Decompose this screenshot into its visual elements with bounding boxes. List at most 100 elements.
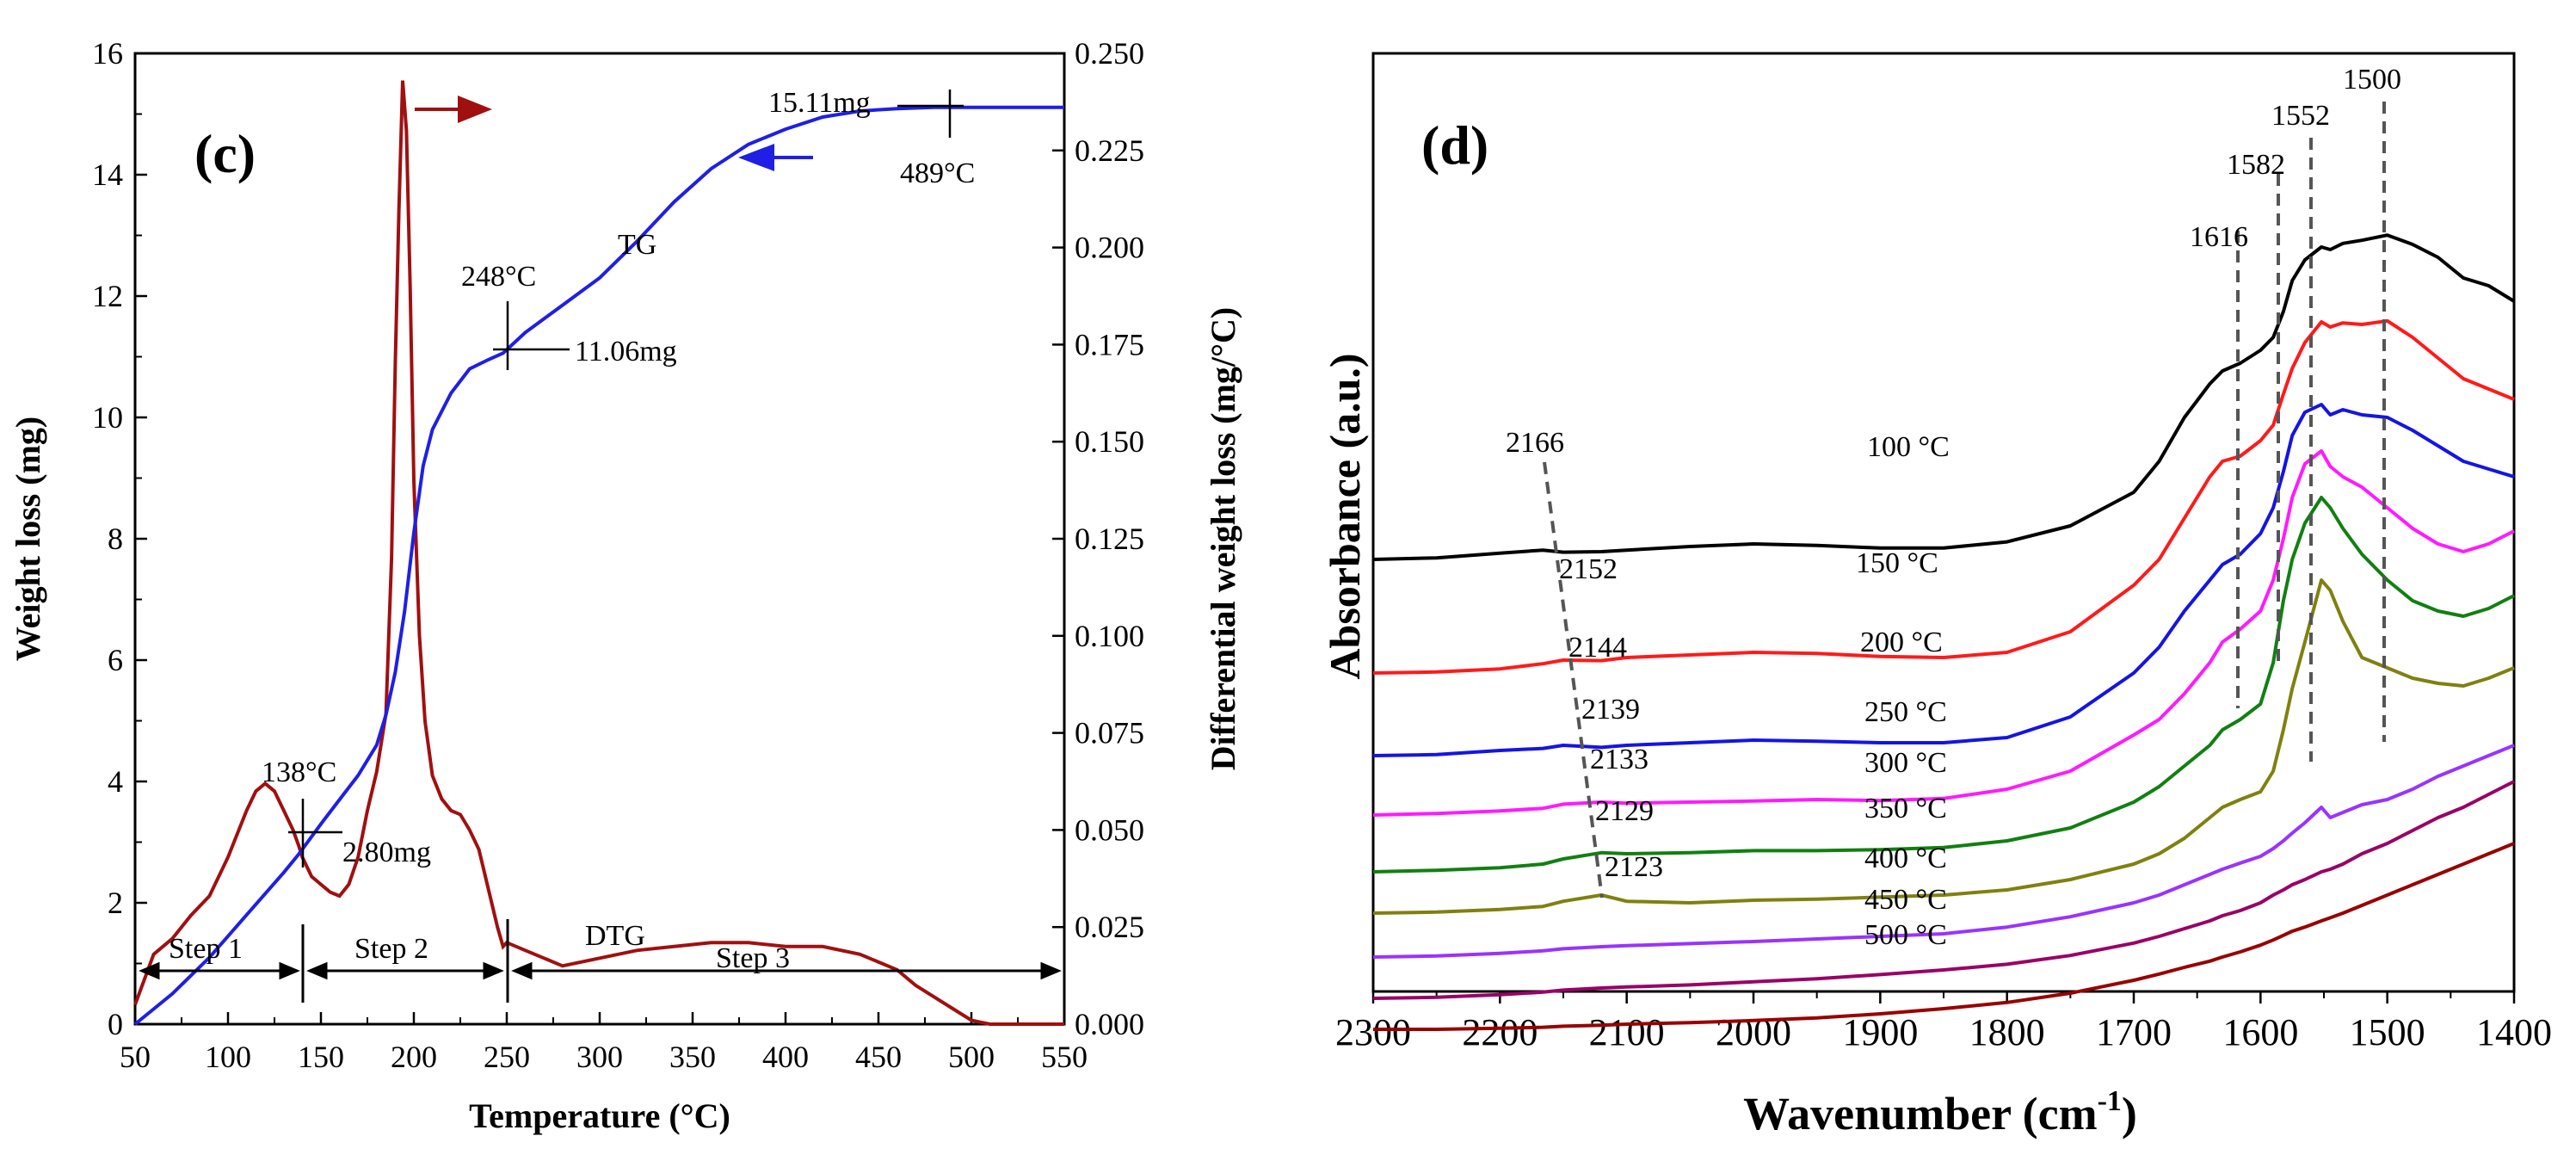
d-x-tick-label: 1500 bbox=[2350, 1011, 2425, 1053]
step3-label: Step 3 bbox=[716, 942, 790, 974]
panel-c-y-right-ticks: 0.000 0.025 0.050 0.075 0.100 0.125 0.150 0.175… bbox=[1052, 36, 1144, 1041]
tg-series-line bbox=[133, 105, 1064, 1026]
temp-label-250: 250 °C bbox=[1864, 696, 1947, 728]
panel-c-y-right-title: Differential weight loss (mg/°C) bbox=[1204, 307, 1242, 771]
dtg-series-line bbox=[133, 80, 1064, 1026]
band-label-1616: 1616 bbox=[2190, 221, 2248, 253]
spectrum-line-150c bbox=[1372, 318, 2515, 675]
c-yr-tick-label: 0.100 bbox=[1075, 619, 1144, 653]
d-x-tick-label: 1400 bbox=[2476, 1011, 2552, 1053]
c-yl-tick-label: 0 bbox=[108, 1007, 123, 1041]
annotation-11-06mg: 11.06mg bbox=[575, 336, 677, 367]
tg-label: TG bbox=[618, 229, 656, 261]
dtg-axis-arrow bbox=[415, 96, 492, 123]
annotation-248c: 248°C bbox=[461, 261, 536, 293]
panel-c-x-axis-title: Temperature (°C) bbox=[469, 1096, 730, 1135]
c-x-tick-label: 350 bbox=[669, 1040, 716, 1074]
tg-axis-arrow bbox=[738, 144, 813, 171]
d-x-tick-label: 2200 bbox=[1462, 1011, 1538, 1053]
c-x-tick-label: 250 bbox=[484, 1040, 530, 1074]
d-x-tick-label: 1700 bbox=[2096, 1011, 2172, 1053]
peak-guide-lines bbox=[1543, 102, 2386, 899]
peak-label-2129: 2129 bbox=[1595, 795, 1654, 827]
c-yl-tick-label: 6 bbox=[108, 643, 123, 677]
panel-d: 2300 2200 2100 2000 1900 1800 1700 1600 1500 1400… bbox=[1321, 52, 2552, 1139]
c-yr-tick-label: 0.250 bbox=[1075, 36, 1144, 71]
temp-label-100: 100 °C bbox=[1867, 431, 1950, 463]
annotation-489c: 489°C bbox=[900, 157, 975, 189]
c-yr-tick-label: 0.200 bbox=[1075, 231, 1144, 265]
annotation-138c: 138°C bbox=[262, 757, 336, 788]
band-label-1552: 1552 bbox=[2271, 100, 2330, 132]
temp-label-150: 150 °C bbox=[1856, 547, 1938, 579]
c-yr-tick-label: 0.000 bbox=[1075, 1007, 1144, 1041]
c-yl-tick-label: 2 bbox=[108, 886, 123, 920]
ir-spectra bbox=[1372, 233, 2516, 1031]
temp-label-300: 300 °C bbox=[1864, 747, 1947, 779]
panel-c-x-ticks: 50 100 150 200 250 300 350 400 450 500 550 bbox=[120, 1012, 1088, 1074]
c-yr-tick-label: 0.075 bbox=[1075, 716, 1144, 750]
c-yl-tick-label: 14 bbox=[92, 157, 123, 192]
spectrum-line-250c bbox=[1372, 449, 2515, 817]
spectrum-line-100c bbox=[1372, 233, 2516, 561]
step2-label: Step 2 bbox=[354, 933, 428, 965]
c-x-tick-label: 200 bbox=[391, 1040, 437, 1074]
band-label-1500: 1500 bbox=[2343, 64, 2401, 96]
peak-label-2152: 2152 bbox=[1559, 553, 1618, 585]
c-yl-tick-label: 16 bbox=[92, 36, 123, 71]
temp-label-200: 200 °C bbox=[1860, 627, 1943, 658]
c-yl-tick-label: 10 bbox=[92, 400, 123, 435]
d-x-tick-label: 1600 bbox=[2222, 1011, 2298, 1053]
c-x-tick-label: 50 bbox=[120, 1040, 151, 1074]
peak-label-2133: 2133 bbox=[1590, 744, 1649, 775]
step-arrows bbox=[139, 961, 1062, 980]
spectrum-line-350c bbox=[1372, 578, 2515, 915]
c-yl-tick-label: 12 bbox=[92, 279, 123, 313]
c-yl-tick-label: 4 bbox=[108, 764, 123, 799]
x-axis-title-main: Wavenumber (cm bbox=[1743, 1088, 2097, 1139]
annotation-15-11mg: 15.11mg bbox=[768, 87, 871, 119]
c-yr-tick-label: 0.125 bbox=[1075, 522, 1144, 556]
peak-label-2139: 2139 bbox=[1581, 694, 1640, 726]
c-yr-tick-label: 0.225 bbox=[1075, 133, 1144, 168]
guide-co-shift bbox=[1543, 461, 1604, 899]
c-yr-tick-label: 0.150 bbox=[1075, 424, 1144, 459]
spectrum-line-450c bbox=[1372, 780, 2515, 1000]
spectrum-line-500c bbox=[1373, 842, 2515, 1031]
c-yl-tick-label: 8 bbox=[108, 522, 123, 556]
temp-label-350: 350 °C bbox=[1864, 793, 1947, 824]
panel-c-y-left-title: Weight loss (mg) bbox=[9, 417, 47, 661]
d-x-tick-label: 1900 bbox=[1842, 1011, 1918, 1053]
c-x-tick-label: 550 bbox=[1041, 1040, 1088, 1074]
step1-label: Step 1 bbox=[169, 933, 243, 965]
tg-point-markers bbox=[288, 90, 964, 868]
spectrum-line-400c bbox=[1372, 744, 2515, 959]
panel-d-y-axis-title: Absorbance (a.u.) bbox=[1321, 353, 1369, 679]
c-yr-tick-label: 0.025 bbox=[1075, 910, 1144, 944]
peak-label-2144: 2144 bbox=[1568, 632, 1627, 664]
annotation-2-80mg: 2.80mg bbox=[342, 837, 431, 868]
dtg-label: DTG bbox=[585, 920, 645, 952]
x-axis-title-sup: -1 bbox=[2098, 1085, 2122, 1117]
panel-c: 50 100 150 200 250 300 350 400 450 500 550 0 2 4 6 8 10… bbox=[9, 36, 1242, 1135]
d-x-tick-label: 2000 bbox=[1716, 1011, 1791, 1053]
spectrum-line-200c bbox=[1372, 403, 2515, 757]
panel-c-y-left-ticks: 0 2 4 6 8 10 12 14 16 bbox=[92, 36, 147, 1041]
panel-d-x-axis-title: Wavenumber (cm-1) bbox=[1743, 1085, 2137, 1139]
c-x-tick-label: 450 bbox=[855, 1040, 902, 1074]
d-x-tick-label: 2100 bbox=[1589, 1011, 1665, 1053]
c-yr-tick-label: 0.175 bbox=[1075, 327, 1144, 361]
spectrum-line-300c bbox=[1372, 496, 2515, 874]
peak-label-2123: 2123 bbox=[1605, 851, 1663, 883]
panel-c-frame bbox=[133, 52, 1066, 1026]
c-x-tick-label: 300 bbox=[576, 1040, 623, 1074]
temp-label-400: 400 °C bbox=[1864, 843, 1947, 874]
temp-label-450: 450 °C bbox=[1864, 884, 1947, 916]
panel-d-x-ticks: 2300 2200 2100 2000 1900 1800 1700 1600 1500 1400 bbox=[1335, 991, 2552, 1053]
c-x-tick-label: 100 bbox=[205, 1040, 251, 1074]
band-label-1582: 1582 bbox=[2227, 149, 2285, 181]
panel-c-label: (c) bbox=[194, 123, 256, 184]
c-x-tick-label: 150 bbox=[298, 1040, 344, 1074]
d-x-tick-label: 2300 bbox=[1335, 1011, 1411, 1053]
